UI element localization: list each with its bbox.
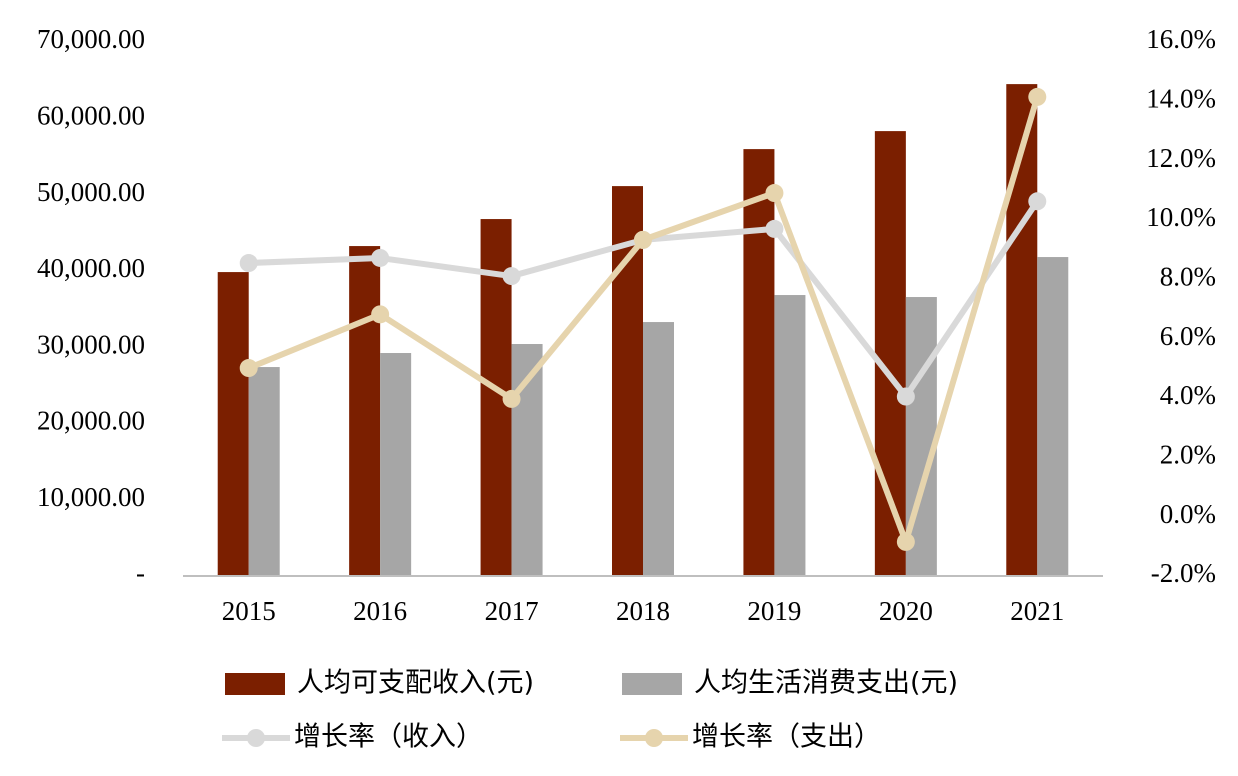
legend-swatch — [622, 673, 682, 695]
point — [1028, 192, 1047, 211]
point — [765, 184, 784, 203]
legend-label: 增长率（收入） — [294, 722, 483, 753]
legend-swatch — [247, 729, 265, 747]
x-tick-label: 2021 — [1010, 596, 1064, 626]
bar — [1006, 84, 1038, 576]
y2-tick-label: -2.0% — [1151, 558, 1216, 588]
y2-tick-label: 10.0% — [1146, 202, 1216, 232]
point — [239, 359, 258, 378]
point — [371, 248, 390, 267]
y2-tick-label: 16.0% — [1146, 24, 1216, 54]
bar — [874, 131, 906, 576]
y2-tick-label: 2.0% — [1160, 440, 1216, 470]
bar — [248, 367, 280, 576]
y-tick-label: 40,000.00 — [37, 253, 145, 283]
legend-swatch — [225, 673, 285, 695]
legend-label: 增长率（支出） — [692, 722, 881, 753]
x-tick-label: 2020 — [879, 596, 933, 626]
point — [765, 219, 784, 238]
bar — [349, 246, 381, 577]
y-tick-label: 10,000.00 — [37, 482, 145, 512]
bar — [743, 149, 775, 576]
bar — [643, 322, 674, 576]
y2-tick-label: 4.0% — [1160, 380, 1216, 410]
x-tick-label: 2016 — [353, 596, 407, 626]
y-tick-label: 20,000.00 — [37, 406, 145, 436]
legend-label: 人均可支配收入(元) — [297, 668, 534, 699]
bar — [612, 186, 643, 577]
bar — [1037, 257, 1069, 576]
x-tick-label: 2015 — [222, 596, 276, 626]
point — [502, 267, 521, 286]
y-tick-label: 50,000.00 — [37, 177, 145, 207]
point — [502, 389, 521, 408]
y2-tick-label: 8.0% — [1160, 262, 1216, 292]
bar — [217, 272, 249, 576]
point — [896, 532, 915, 551]
y2-tick-label: 14.0% — [1146, 84, 1216, 114]
x-tick-label: 2018 — [616, 596, 670, 626]
point — [896, 387, 915, 406]
point — [634, 230, 652, 249]
bar — [774, 295, 806, 576]
x-tick-label: 2017 — [485, 596, 539, 626]
y-tick-label: 60,000.00 — [37, 100, 145, 130]
point — [371, 305, 390, 324]
point — [1028, 87, 1047, 106]
legend-label: 人均生活消费支出(元) — [694, 668, 958, 699]
bar — [380, 353, 412, 576]
y-tick-label: 30,000.00 — [37, 329, 145, 359]
y-tick-label: - — [136, 558, 145, 588]
y-tick-label: 70,000.00 — [37, 24, 145, 54]
y2-tick-label: 12.0% — [1146, 143, 1216, 173]
x-tick-label: 2019 — [747, 596, 801, 626]
y2-tick-label: 0.0% — [1160, 499, 1216, 529]
y2-tick-label: 6.0% — [1160, 321, 1216, 351]
legend-swatch — [645, 729, 663, 747]
point — [239, 254, 258, 273]
